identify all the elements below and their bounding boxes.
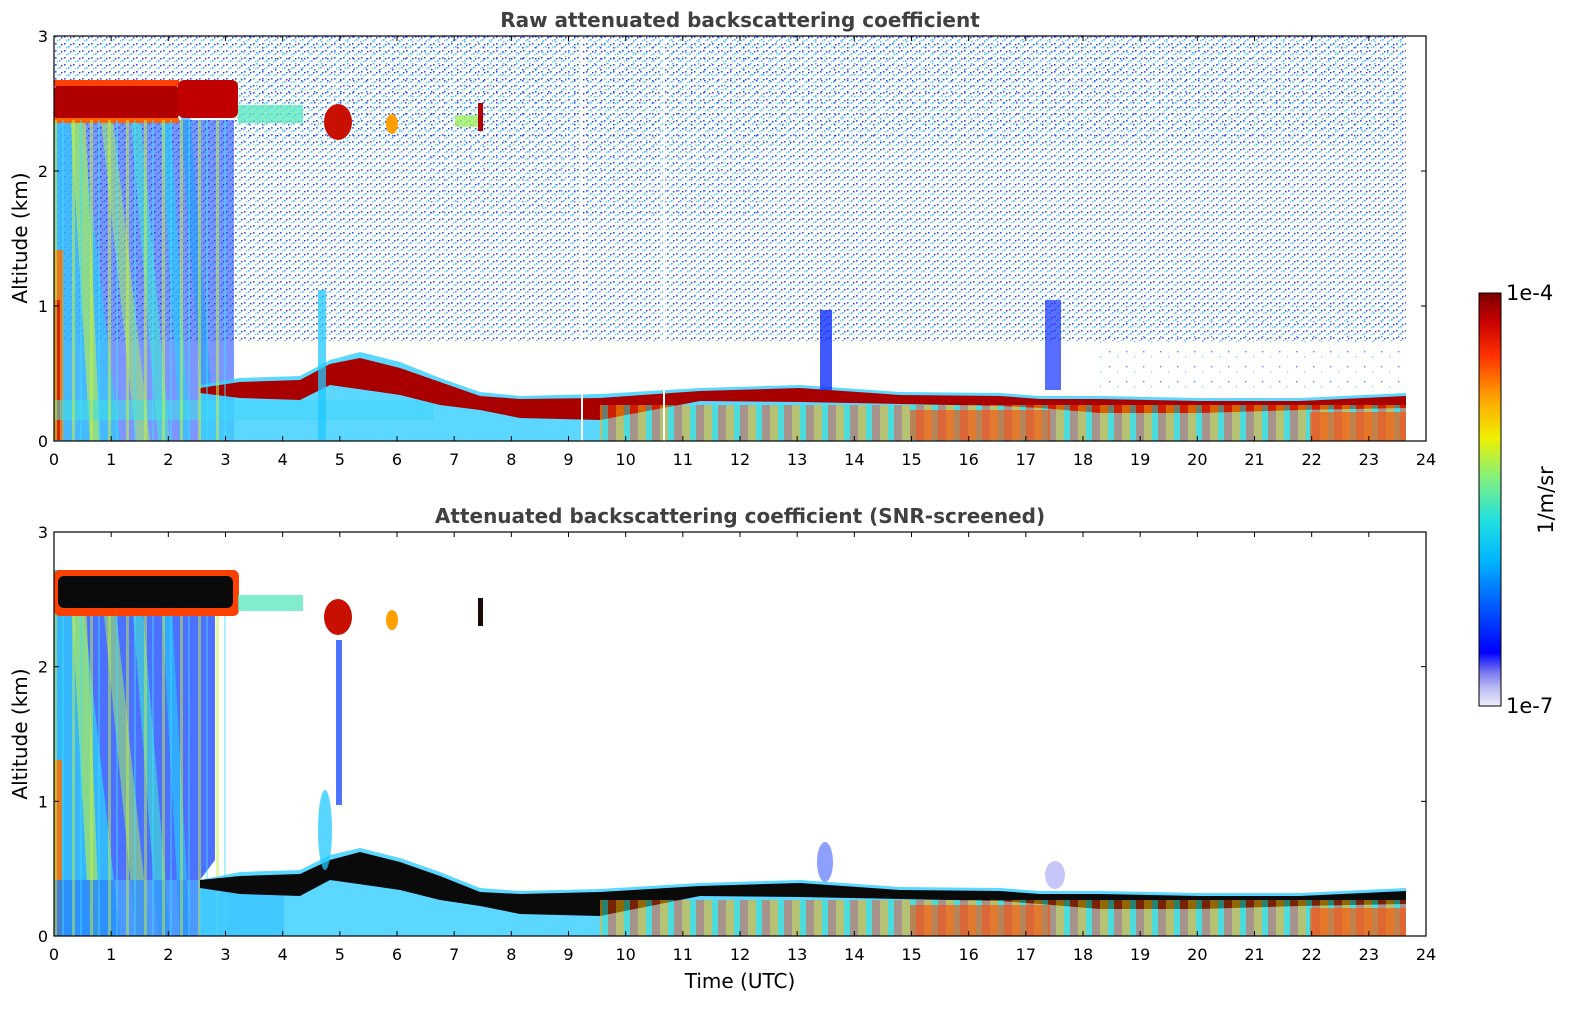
cloud-layer-1 [54,85,179,120]
y-tick-label: 2 [38,162,48,181]
colorbar-unit-label: 1/m/sr [1534,466,1558,534]
x-tick-label: 13 [787,945,807,964]
panel-raw-ylabel: Altitude (km) [8,172,32,303]
x-tick-label: 1 [106,450,116,469]
x-tick-label: 18 [1073,450,1093,469]
colorbar-min-label: 1e-7 [1506,694,1553,718]
panel-raw-plot-area [54,36,1426,441]
x-tick-label: 0 [49,945,59,964]
panel-raw-axes: 0 1 2 3 4 5 6 7 8 9 10 11 12 13 14 15 16 17 18 19 20 21 22 23 24… [38,27,1436,469]
x-tick-label: 2 [163,450,173,469]
x-tick-label: 22 [1301,450,1321,469]
no-data-region [1406,36,1426,441]
x-tick-label: 17 [1016,945,1036,964]
x-tick-label: 0 [49,450,59,469]
x-tick-label: 9 [563,945,573,964]
x-tick-label: 3 [220,450,230,469]
x-tick-label: 23 [1359,450,1379,469]
x-tick-label: 1 [106,945,116,964]
x-tick-label: 23 [1359,945,1379,964]
y-tick-label: 0 [38,927,48,946]
x-tick-label: 6 [392,945,402,964]
x-tick-label: 21 [1244,945,1264,964]
x-tick-label: 15 [901,945,921,964]
x-tick-label: 4 [278,450,288,469]
x-tick-label: 22 [1301,945,1321,964]
x-tick-label: 21 [1244,450,1264,469]
panel-screened-title: Attenuated backscattering coefficient (S… [435,504,1045,528]
panel-screened-ylabel: Altitude (km) [8,668,32,799]
x-tick-label: 14 [844,450,864,469]
y-tick-label: 3 [38,523,48,542]
x-tick-label: 24 [1416,450,1436,469]
x-tick-label: 19 [1130,945,1150,964]
x-tick-label: 11 [673,450,693,469]
colorbar: 1e-4 1e-7 1/m/sr [1478,281,1558,718]
x-tick-label: 8 [506,450,516,469]
panel-screened-xlabel: Time (UTC) [684,969,796,993]
x-tick-label: 9 [563,450,573,469]
x-tick-label: 11 [673,945,693,964]
screened-cloud-layer-2 [324,599,352,635]
x-tick-label: 6 [392,450,402,469]
x-tick-label: 3 [220,945,230,964]
x-tick-label: 12 [730,945,750,964]
x-tick-label: 5 [335,945,345,964]
x-tick-label: 5 [335,450,345,469]
x-tick-label: 10 [615,450,635,469]
panel-screened: Attenuated backscattering coefficient (S… [8,504,1436,993]
x-tick-label: 18 [1073,945,1093,964]
x-tick-label: 16 [958,945,978,964]
x-tick-label: 10 [615,945,635,964]
x-tick-label: 17 [1016,450,1036,469]
x-tick-label: 13 [787,450,807,469]
cloud-layer-2 [324,104,352,140]
y-tick-label: 3 [38,27,48,46]
x-tick-label: 20 [1187,945,1207,964]
panel-raw-title: Raw attenuated backscattering coefficien… [500,8,980,32]
y-tick-label: 0 [38,432,48,451]
x-tick-label: 15 [901,450,921,469]
x-tick-label: 24 [1416,945,1436,964]
x-tick-label: 7 [449,945,459,964]
x-tick-label: 2 [163,945,173,964]
x-tick-label: 14 [844,945,864,964]
boundary-layer-top [200,358,1406,420]
x-tick-label: 4 [278,945,288,964]
x-tick-label: 19 [1130,450,1150,469]
x-tick-label: 8 [506,945,516,964]
panel-raw: Raw attenuated backscattering coefficien… [8,8,1436,469]
x-tick-label: 16 [958,450,978,469]
colorbar-gradient [1478,292,1502,707]
y-tick-label: 2 [38,658,48,677]
x-tick-label: 12 [730,450,750,469]
x-tick-label: 7 [449,450,459,469]
y-tick-label: 1 [38,792,48,811]
panel-screened-plot-area [54,532,1426,936]
colorbar-max-label: 1e-4 [1506,281,1553,305]
y-tick-label: 1 [38,297,48,316]
panel-screened-axes: 0 1 2 3 4 5 6 7 8 9 10 11 12 13 14 15 16 17 18 19 20 21 22 23 24… [38,523,1436,964]
x-tick-label: 20 [1187,450,1207,469]
